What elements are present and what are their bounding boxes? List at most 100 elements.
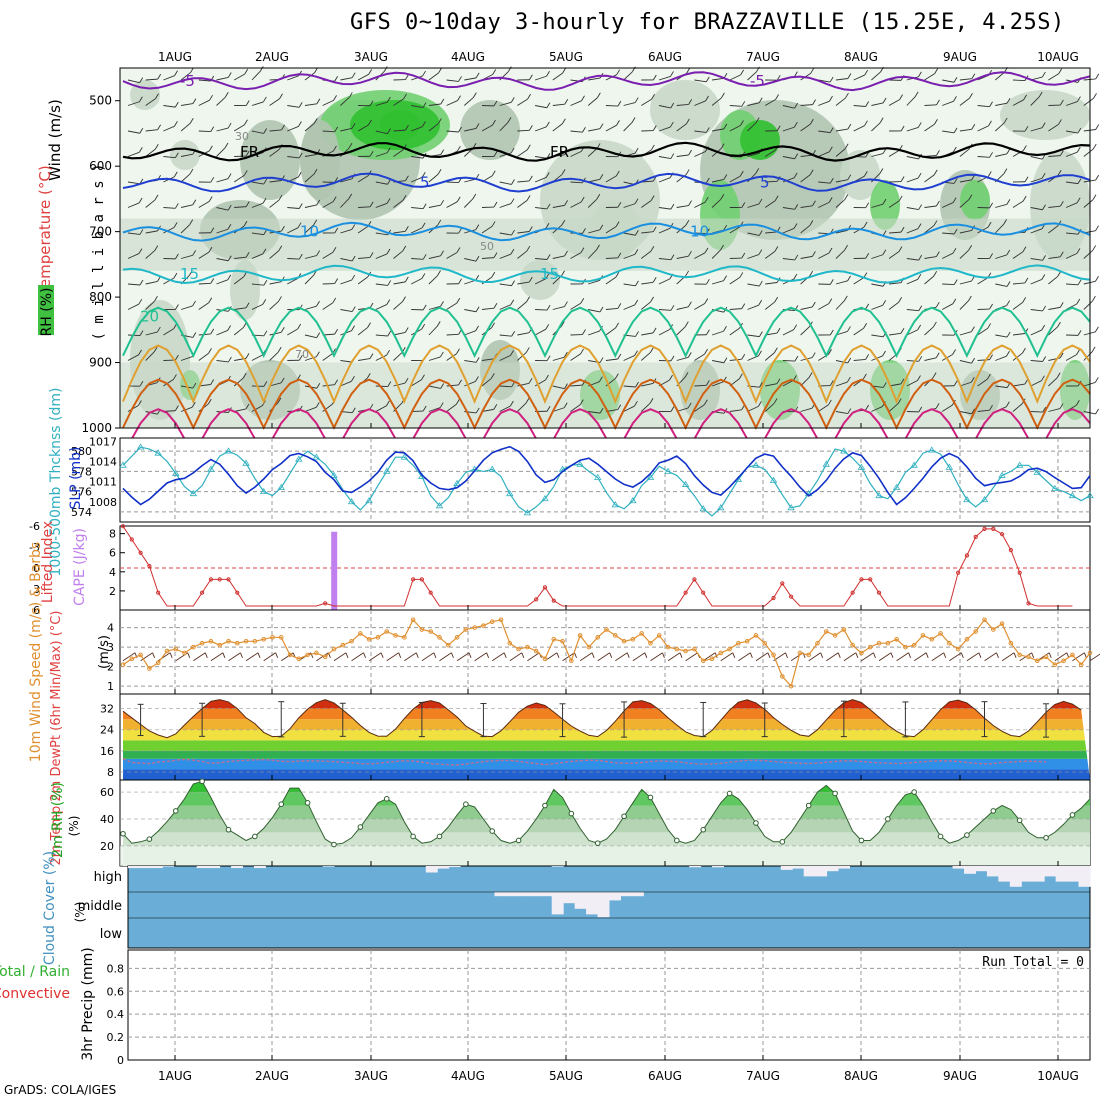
wind-barb [269,281,282,285]
wind-barb [357,327,368,336]
wind-barb [641,281,654,285]
wind-barb [782,126,795,132]
pressure-tick-label: 700 [89,225,112,239]
wind-barb-flag [528,378,533,384]
wind-barb [694,303,705,310]
wind-barb [499,152,512,157]
wind-barb [287,156,300,159]
lifted-index-marker [156,590,161,595]
wind-barb-flag [139,380,144,387]
lifted-index-marker [1008,548,1013,553]
wind-barb [1048,205,1061,208]
wind-barb-flag [137,400,142,406]
wind-barb [474,652,487,662]
wind-speed-marker [445,642,451,648]
wind-barb-flag [351,306,356,312]
wind-barb [782,360,795,362]
wind-barb-flag [334,75,339,82]
wind-barb [729,409,742,412]
wind-barb [393,129,406,132]
wind-barb [446,181,459,184]
wind-barb [747,283,760,287]
wind-barb [906,329,918,336]
wind-barb-flag [316,351,320,357]
wind-barb-flag [685,220,690,226]
rh-marker [542,802,548,809]
wind-barb [517,149,528,157]
wind-barb-flag [351,72,356,78]
wind-barb [1048,306,1061,310]
wind-barb [535,207,548,210]
wind-barb [588,229,600,234]
wind-barb [676,103,689,106]
wind-barb [428,407,441,412]
precip-tick-label: 0.2 [107,1031,125,1044]
wind-barb [180,406,193,412]
wind-barb-flag [564,200,568,206]
wind-barb [782,329,794,336]
wind-barb-flag [475,72,480,79]
wind-barb [216,207,229,211]
wind-barb [764,200,776,208]
wind-barb [251,202,264,208]
rh-marker [568,810,575,817]
wind-barb-flag [688,149,692,156]
wind-barb-flag [561,118,566,124]
wind-barb [747,254,759,259]
wind-barb [428,204,441,208]
wind-barb [375,334,388,337]
wind-barb-flag [175,253,179,260]
wind-barb [1030,228,1043,234]
wind-speed-marker [692,646,697,652]
wind-barb [888,403,899,412]
pressure-tick-label: 900 [89,356,112,370]
pressure-tick-label: 500 [89,94,112,108]
wind-barb-flag [989,202,993,209]
wind-barb [641,332,654,336]
wind-speed-marker [252,638,258,644]
wind-barb-flag [174,152,179,158]
wind-barb [233,175,245,183]
wind-barb-flag [882,300,887,306]
lifted-index-marker [217,577,222,582]
wind-barb-flag [278,194,283,201]
wind-barb-flag [209,94,213,101]
wind-barb-flag [615,170,620,177]
wind-barb [358,206,371,208]
wind-barb [1012,99,1024,106]
wind-speed-marker [366,637,372,642]
top-day-label: 9AUG [943,50,977,64]
wind-barb-flag [351,274,356,281]
wind-barb-flag [313,168,318,175]
wind-barb [658,278,671,285]
wind-barb [658,126,671,132]
wind-speed-marker [938,631,943,636]
rh-marker [753,820,759,826]
wind-barb-flag [989,354,993,360]
wind-barb [428,123,439,132]
wind-barb-flag [174,405,179,411]
wind-barb [446,252,458,259]
wind-barb [959,360,972,364]
wind-barb-flag [491,221,496,227]
wind-barb [1030,380,1042,387]
wind-barb-flag [511,280,515,286]
wind-barb [122,652,136,662]
wind-barb [995,334,1008,338]
wind-barb-flag [1059,302,1064,308]
rh-marker [674,837,680,844]
wind-barb [428,326,438,336]
wind-barb-flag [280,377,285,384]
wind-barb-flag [1024,277,1029,284]
wind-barb-flag [723,224,728,231]
top-day-label: 6AUG [648,50,682,64]
wind-barb [304,305,317,310]
wind-barb [835,381,848,387]
wind-barb-flag [943,652,947,658]
wind-barb-flag [1095,276,1099,282]
wind-barb [393,332,406,336]
wind-barb [446,302,457,310]
wind-barb [623,385,636,388]
wind-barb-flag [741,252,746,259]
